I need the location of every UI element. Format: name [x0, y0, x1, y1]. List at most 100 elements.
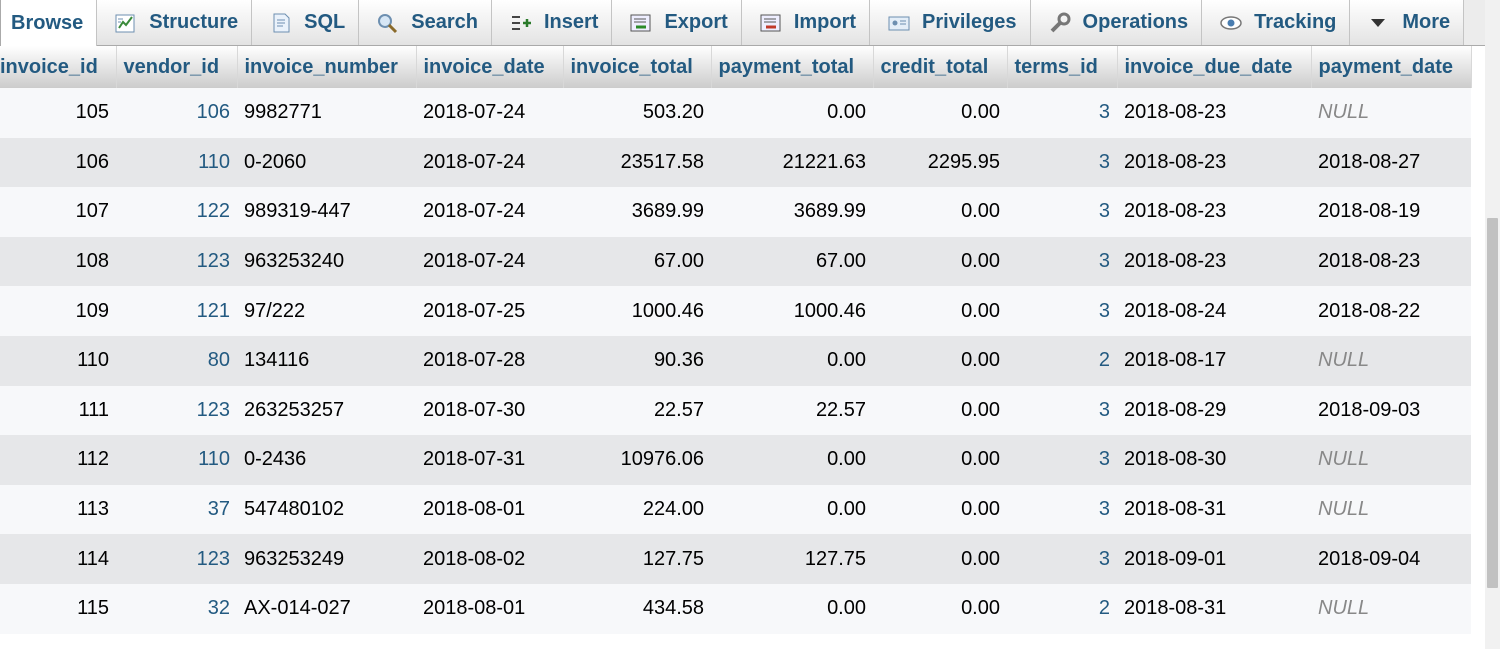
- tab-structure[interactable]: Structure: [97, 0, 253, 45]
- cell-invoice-due-date: 2018-08-17: [1117, 335, 1311, 386]
- cell-terms-id[interactable]: 3: [1007, 236, 1117, 287]
- cell-invoice-total: 90.36: [563, 335, 711, 386]
- table-row[interactable]: 110 80 134116 2018-07-28 90.36 0.00 0.00 2 2018-…: [0, 335, 1471, 386]
- cell-payment-date: NULL: [1311, 484, 1471, 535]
- cell-vendor-id[interactable]: 121: [116, 286, 237, 336]
- cell-vendor-id[interactable]: 123: [116, 534, 237, 584]
- cell-terms-id[interactable]: 3: [1007, 88, 1117, 138]
- cell-payment-date: 2018-09-03: [1311, 385, 1471, 436]
- cell-invoice-id: 113: [0, 484, 116, 535]
- column-header-terms-id[interactable]: terms_id: [1007, 46, 1118, 88]
- cell-invoice-number: 0-2436: [237, 435, 416, 485]
- tab-import[interactable]: Import: [741, 0, 871, 45]
- cell-vendor-id[interactable]: 32: [116, 583, 237, 634]
- tab-label: Import: [793, 11, 857, 33]
- cell-payment-date: NULL: [1311, 583, 1471, 634]
- cell-credit-total: 0.00: [873, 88, 1007, 138]
- scrollbar-thumb[interactable]: [1487, 218, 1498, 588]
- cell-payment-date: NULL: [1311, 88, 1471, 138]
- cell-invoice-due-date: 2018-08-29: [1117, 385, 1311, 436]
- cell-vendor-id[interactable]: 110: [116, 137, 237, 188]
- cell-payment-total: 1000.46: [711, 286, 873, 336]
- cell-invoice-due-date: 2018-08-30: [1117, 435, 1311, 485]
- table-row[interactable]: 108 123 963253240 2018-07-24 67.00 67.00 0.00 3…: [0, 236, 1471, 287]
- cell-invoice-date: 2018-07-24: [416, 137, 563, 188]
- cell-invoice-due-date: 2018-08-23: [1117, 137, 1311, 188]
- cell-invoice-total: 434.58: [563, 583, 711, 634]
- table-row[interactable]: 109 121 97/222 2018-07-25 1000.46 1000.46 0.00…: [0, 286, 1471, 336]
- cell-vendor-id[interactable]: 106: [116, 88, 237, 138]
- table-row[interactable]: 107 122 989319-447 2018-07-24 3689.99 3689.99…: [0, 187, 1471, 237]
- column-header-invoice-id[interactable]: invoice_id: [0, 46, 117, 88]
- cell-invoice-total: 23517.58: [563, 137, 711, 188]
- vertical-scrollbar[interactable]: [1485, 0, 1500, 649]
- export-icon: [628, 11, 654, 35]
- tab-label: Browse: [11, 12, 84, 34]
- cell-invoice-number: 263253257: [237, 385, 416, 436]
- cell-invoice-number: AX-014-027: [237, 583, 416, 634]
- cell-terms-id[interactable]: 2: [1007, 583, 1117, 634]
- cell-invoice-number: 134116: [237, 335, 416, 386]
- cell-vendor-id[interactable]: 110: [116, 435, 237, 485]
- table-row[interactable]: 105 106 9982771 2018-07-24 503.20 0.00 0.00 3 20…: [0, 88, 1471, 138]
- tab-export[interactable]: Export: [612, 0, 742, 45]
- cell-vendor-id[interactable]: 123: [116, 385, 237, 436]
- cell-terms-id[interactable]: 3: [1007, 187, 1117, 237]
- cell-vendor-id[interactable]: 122: [116, 187, 237, 237]
- column-header-payment-total[interactable]: payment_total: [711, 46, 874, 88]
- tab-privileges[interactable]: Privileges: [870, 0, 1031, 45]
- tab-search[interactable]: Search: [359, 0, 492, 45]
- cell-payment-date: 2018-08-22: [1311, 286, 1471, 336]
- cell-invoice-number: 963253240: [237, 236, 416, 287]
- cell-terms-id[interactable]: 3: [1007, 435, 1117, 485]
- tab-tracking[interactable]: Tracking: [1202, 0, 1351, 45]
- operations-icon: [1047, 11, 1073, 35]
- tab-label: SQL: [304, 11, 346, 33]
- tab-browse[interactable]: Browse: [0, 0, 98, 47]
- cell-payment-date: 2018-08-27: [1311, 137, 1471, 188]
- table-row[interactable]: 114 123 963253249 2018-08-02 127.75 127.75 0.0…: [0, 534, 1471, 584]
- results-table: invoice_id vendor_id invoice_number invo…: [0, 46, 1472, 634]
- tab-label: Privileges: [922, 11, 1017, 33]
- cell-invoice-total: 3689.99: [563, 187, 711, 237]
- cell-terms-id[interactable]: 3: [1007, 286, 1117, 336]
- cell-terms-id[interactable]: 2: [1007, 335, 1117, 386]
- column-header-invoice-due-date[interactable]: invoice_due_date: [1117, 46, 1312, 88]
- column-header-vendor-id[interactable]: vendor_id: [116, 46, 238, 88]
- cell-credit-total: 0.00: [873, 335, 1007, 386]
- column-header-invoice-date[interactable]: invoice_date: [416, 46, 564, 88]
- tab-sql[interactable]: SQL: [252, 0, 360, 45]
- column-header-invoice-number[interactable]: invoice_number: [237, 46, 417, 88]
- cell-invoice-number: 97/222: [237, 286, 416, 336]
- tab-operations[interactable]: Operations: [1030, 0, 1203, 45]
- cell-invoice-number: 963253249: [237, 534, 416, 584]
- cell-terms-id[interactable]: 3: [1007, 137, 1117, 188]
- tab-more[interactable]: More: [1350, 0, 1465, 45]
- table-row[interactable]: 113 37 547480102 2018-08-01 224.00 0.00 0.00 3 2…: [0, 484, 1471, 535]
- cell-invoice-id: 106: [0, 137, 116, 188]
- cell-terms-id[interactable]: 3: [1007, 385, 1117, 436]
- cell-invoice-date: 2018-08-01: [416, 484, 563, 535]
- cell-payment-total: 3689.99: [711, 187, 873, 237]
- cell-vendor-id[interactable]: 37: [116, 484, 237, 535]
- search-icon: [375, 11, 401, 35]
- cell-payment-total: 0.00: [711, 484, 873, 535]
- table-row[interactable]: 111 123 263253257 2018-07-30 22.57 22.57 0.00 3…: [0, 385, 1471, 436]
- column-header-credit-total[interactable]: credit_total: [873, 46, 1008, 88]
- cell-invoice-date: 2018-07-25: [416, 286, 563, 336]
- cell-vendor-id[interactable]: 123: [116, 236, 237, 287]
- table-row[interactable]: 112 110 0-2436 2018-07-31 10976.06 0.00 0.00 3 2…: [0, 435, 1471, 485]
- table-row[interactable]: 115 32 AX-014-027 2018-08-01 434.58 0.00 0.00 2…: [0, 583, 1471, 634]
- tab-insert[interactable]: Insert: [492, 0, 613, 45]
- cell-payment-date: NULL: [1311, 335, 1471, 386]
- tab-label: Tracking: [1254, 11, 1337, 33]
- cell-terms-id[interactable]: 3: [1007, 534, 1117, 584]
- table-row[interactable]: 106 110 0-2060 2018-07-24 23517.58 21221.63 22…: [0, 137, 1471, 188]
- column-header-invoice-total[interactable]: invoice_total: [563, 46, 712, 88]
- cell-terms-id[interactable]: 3: [1007, 484, 1117, 535]
- cell-vendor-id[interactable]: 80: [116, 335, 237, 386]
- import-icon: [758, 11, 784, 35]
- column-header-payment-date[interactable]: payment_date: [1311, 46, 1472, 88]
- cell-invoice-total: 127.75: [563, 534, 711, 584]
- cell-credit-total: 2295.95: [873, 137, 1007, 188]
